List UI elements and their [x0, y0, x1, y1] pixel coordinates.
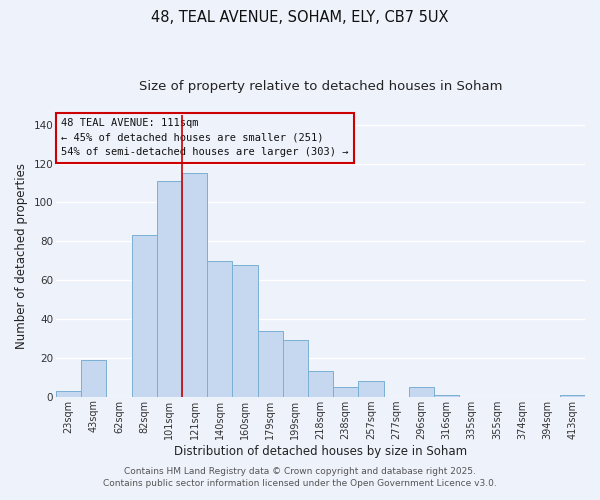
Bar: [207, 260, 232, 396]
Bar: [232, 264, 257, 396]
Bar: [157, 181, 182, 396]
Bar: [283, 340, 308, 396]
Bar: [182, 174, 207, 396]
Bar: [333, 387, 358, 396]
Bar: [308, 372, 333, 396]
Title: Size of property relative to detached houses in Soham: Size of property relative to detached ho…: [139, 80, 502, 93]
Y-axis label: Number of detached properties: Number of detached properties: [15, 163, 28, 349]
X-axis label: Distribution of detached houses by size in Soham: Distribution of detached houses by size …: [174, 444, 467, 458]
Bar: [56, 391, 81, 396]
Bar: [434, 394, 459, 396]
Text: 48 TEAL AVENUE: 111sqm
← 45% of detached houses are smaller (251)
54% of semi-de: 48 TEAL AVENUE: 111sqm ← 45% of detached…: [61, 118, 349, 158]
Bar: [358, 381, 383, 396]
Text: 48, TEAL AVENUE, SOHAM, ELY, CB7 5UX: 48, TEAL AVENUE, SOHAM, ELY, CB7 5UX: [151, 10, 449, 25]
Text: Contains HM Land Registry data © Crown copyright and database right 2025.
Contai: Contains HM Land Registry data © Crown c…: [103, 466, 497, 487]
Bar: [257, 330, 283, 396]
Bar: [131, 236, 157, 396]
Bar: [560, 394, 585, 396]
Bar: [409, 387, 434, 396]
Bar: [81, 360, 106, 397]
